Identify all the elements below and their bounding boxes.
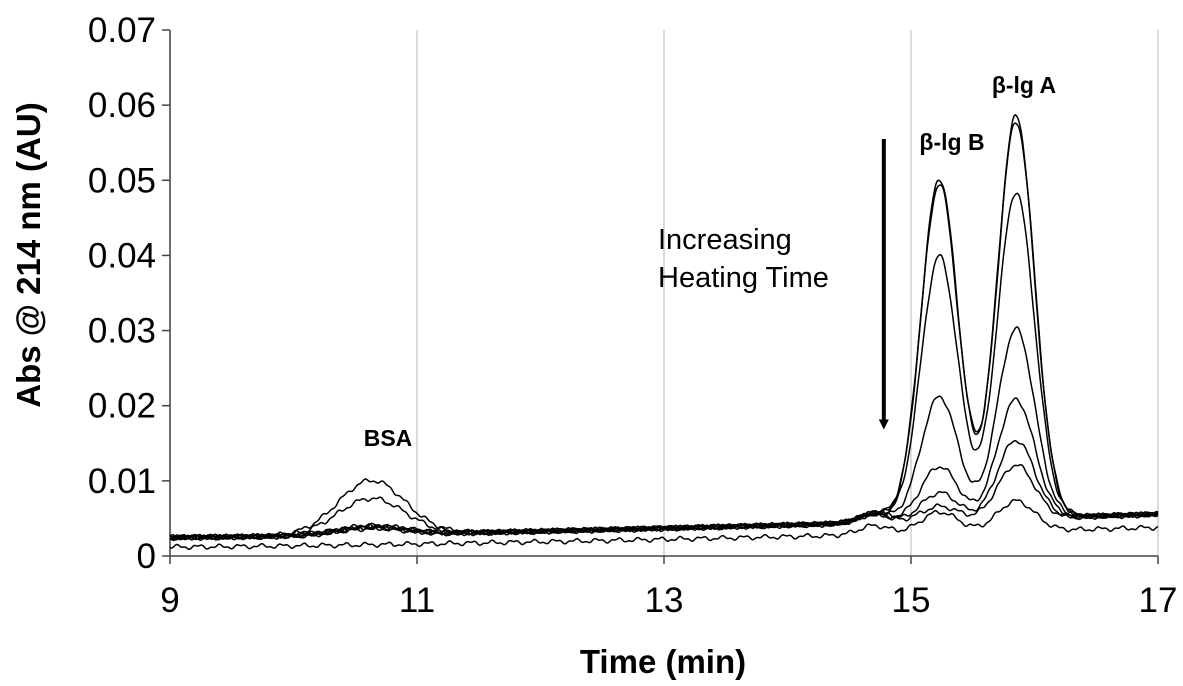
series-line xyxy=(169,439,1159,541)
y-tick-label: 0 xyxy=(137,537,156,576)
heating-annotation-line2: Heating Time xyxy=(658,262,829,294)
x-tick-label: 13 xyxy=(645,581,684,620)
y-axis-title: Abs @ 214 nm (AU) xyxy=(10,102,47,407)
y-tick-labels: 0 0.01 0.02 0.03 0.04 0.05 0.06 0.07 xyxy=(88,11,156,576)
series-line xyxy=(169,498,1159,550)
blg-a-peak-label: β-lg A xyxy=(992,72,1056,98)
y-tick-label: 0.05 xyxy=(88,161,156,200)
y-tick-label: 0.03 xyxy=(88,312,156,351)
x-tick-label: 17 xyxy=(1139,581,1178,620)
axes xyxy=(162,29,1159,564)
x-tick-label: 15 xyxy=(892,581,931,620)
y-tick-label: 0.06 xyxy=(88,86,156,125)
bsa-peak-label: BSA xyxy=(364,425,413,451)
y-tick-label: 0.04 xyxy=(88,236,156,275)
series-line xyxy=(169,463,1159,542)
blg-b-peak-label: β-lg B xyxy=(919,129,984,155)
x-tick-label: 11 xyxy=(399,581,435,620)
heating-annotation-line1: Increasing xyxy=(658,224,792,256)
x-tick-label: 9 xyxy=(160,581,179,620)
y-tick-label: 0.01 xyxy=(88,462,156,501)
x-tick-labels: 9 11 13 15 17 xyxy=(160,581,1177,620)
x-axis-title: Time (min) xyxy=(580,643,746,680)
y-tick-label: 0.02 xyxy=(88,387,156,426)
series-lines xyxy=(169,113,1159,550)
y-tick-label: 0.07 xyxy=(88,11,156,50)
